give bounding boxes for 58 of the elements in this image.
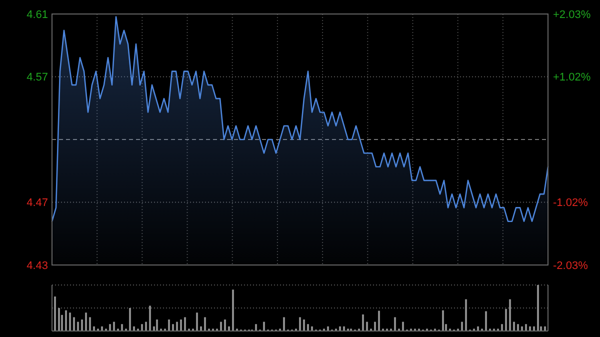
bar <box>263 322 265 331</box>
y-tick-label: 4.61 <box>26 8 48 21</box>
bar <box>65 310 67 331</box>
bar <box>220 322 222 331</box>
bar <box>501 324 503 331</box>
bar <box>204 317 206 331</box>
bar <box>156 320 158 331</box>
bar <box>374 322 376 331</box>
bar <box>307 324 309 331</box>
y-tick-label: 4.43 <box>26 260 48 272</box>
bar <box>485 311 487 331</box>
y2-tick-label: -2.03% <box>553 260 588 272</box>
y2-tick-label: +1.02% <box>553 72 591 84</box>
bar <box>73 317 75 331</box>
bar <box>196 312 198 331</box>
bar <box>145 322 147 331</box>
y-tick-label: 4.47 <box>26 197 48 210</box>
bar <box>176 322 178 331</box>
bar <box>505 308 507 331</box>
bar <box>303 320 305 331</box>
bar <box>537 285 539 331</box>
bar <box>149 306 151 331</box>
bar <box>232 290 234 331</box>
bar <box>517 324 519 331</box>
bar <box>362 314 364 331</box>
bar <box>109 324 111 331</box>
bar <box>509 299 511 331</box>
bar <box>85 312 87 331</box>
bar <box>299 317 301 331</box>
bar <box>168 320 170 331</box>
bar <box>525 324 527 331</box>
bar <box>129 308 131 331</box>
bar <box>513 322 515 331</box>
bar <box>465 299 467 331</box>
bar <box>461 322 463 331</box>
y-tick-label: 4.57 <box>26 72 48 84</box>
bar <box>141 324 143 331</box>
bar <box>54 296 56 331</box>
bar <box>255 324 257 331</box>
bar <box>77 322 79 331</box>
bar <box>224 320 226 331</box>
bar <box>180 320 182 331</box>
bar <box>69 312 71 331</box>
bar <box>172 324 174 331</box>
bar <box>89 317 91 331</box>
bar <box>184 317 186 331</box>
bar <box>121 324 123 331</box>
y2-tick-label: -1.02% <box>553 197 588 210</box>
bar <box>442 310 444 331</box>
bar <box>394 317 396 331</box>
bar <box>378 310 380 331</box>
bar <box>58 308 60 331</box>
bar <box>402 322 404 331</box>
bar <box>283 317 285 331</box>
bar <box>366 322 368 331</box>
bar <box>113 322 115 331</box>
y2-tick-label: +2.03% <box>553 8 591 21</box>
bar <box>81 320 83 331</box>
